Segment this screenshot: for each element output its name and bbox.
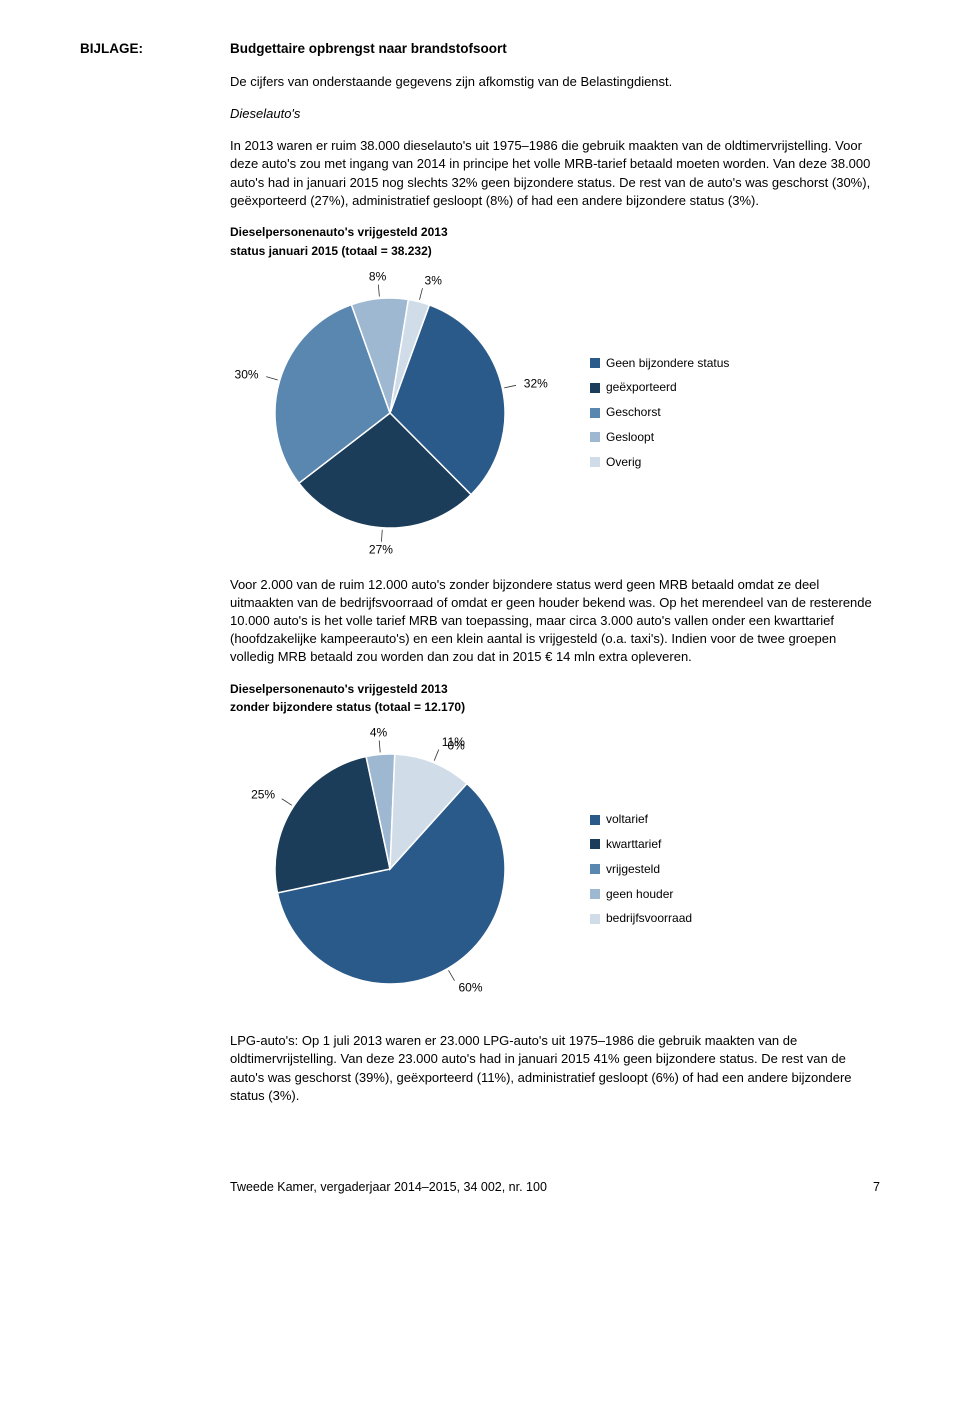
paragraph-3: LPG-auto's: Op 1 juli 2013 waren er 23.0… [230,1032,880,1105]
legend-label: Geen bijzondere status [606,355,729,372]
pie-slice-label: 30% [235,367,259,381]
chart-2-block: Dieselpersonenauto's vrijgesteld 2013 zo… [230,681,880,1015]
legend-label: Overig [606,454,641,471]
chart-2-title-line2: zonder bijzondere status (totaal = 12.17… [230,699,880,716]
footer-left: Tweede Kamer, vergaderjaar 2014–2015, 34… [230,1179,547,1197]
pie-slice-label: 0% [447,739,465,753]
legend-item: geen houder [590,886,692,903]
legend-item: Gesloopt [590,429,729,446]
chart-1-title-line2: status januari 2015 (totaal = 38.232) [230,243,880,260]
pie-slice-label: 8% [369,269,387,283]
legend-swatch [590,457,600,467]
legend-item: Overig [590,454,729,471]
diesel-subhead: Dieselauto's [230,105,880,123]
page-title: Budgettaire opbrengst naar brandstofsoor… [230,40,880,59]
legend-swatch [590,358,600,368]
legend-item: voltarief [590,811,692,828]
intro-paragraph: De cijfers van onderstaande gegevens zij… [230,73,880,91]
legend-item: bedrijfsvoorraad [590,910,692,927]
paragraph-2: Voor 2.000 van de ruim 12.000 auto's zon… [230,576,880,667]
legend-item: Geen bijzondere status [590,355,729,372]
pie-slice-label: 3% [425,273,443,287]
legend-swatch [590,914,600,924]
legend-swatch [590,839,600,849]
legend-swatch [590,864,600,874]
legend-label: Geschorst [606,404,661,421]
chart-2-title-line1: Dieselpersonenauto's vrijgesteld 2013 [230,681,880,698]
chart-2-legend: voltarief kwarttarief vrijgesteld geen houd… [590,811,692,927]
legend-label: voltarief [606,811,648,828]
footer-right: 7 [873,1179,880,1197]
pie-slice-label: 27% [369,542,393,556]
legend-label: geen houder [606,886,673,903]
legend-swatch [590,383,600,393]
legend-label: vrijgesteld [606,861,660,878]
pie-slice-label: 32% [524,376,548,390]
legend-item: geëxporteerd [590,379,729,396]
legend-item: kwarttarief [590,836,692,853]
pie-slice-label: 4% [370,726,388,740]
legend-item: Geschorst [590,404,729,421]
legend-item: vrijgesteld [590,861,692,878]
paragraph-1: In 2013 waren er ruim 38.000 dieselauto'… [230,137,880,210]
page-footer: Tweede Kamer, vergaderjaar 2014–2015, 34… [80,1179,880,1197]
bijlage-label: BIJLAGE: [80,40,230,59]
chart-1-title-line1: Dieselpersonenauto's vrijgesteld 2013 [230,224,880,241]
chart-2-pie: 60%25%4%11%0% [230,724,550,1014]
legend-label: kwarttarief [606,836,661,853]
legend-label: bedrijfsvoorraad [606,910,692,927]
legend-label: Gesloopt [606,429,654,446]
pie-slice-label: 25% [251,788,275,802]
chart-1-pie: 32% 27% 30% 8% 3% [230,268,550,558]
legend-swatch [590,815,600,825]
legend-swatch [590,432,600,442]
chart-1-block: Dieselpersonenauto's vrijgesteld 2013 st… [230,224,880,558]
chart-1-legend: Geen bijzondere status geëxporteerd Gescho… [590,355,729,471]
legend-label: geëxporteerd [606,379,677,396]
legend-swatch [590,408,600,418]
pie-slice-label: 60% [459,981,483,995]
legend-swatch [590,889,600,899]
